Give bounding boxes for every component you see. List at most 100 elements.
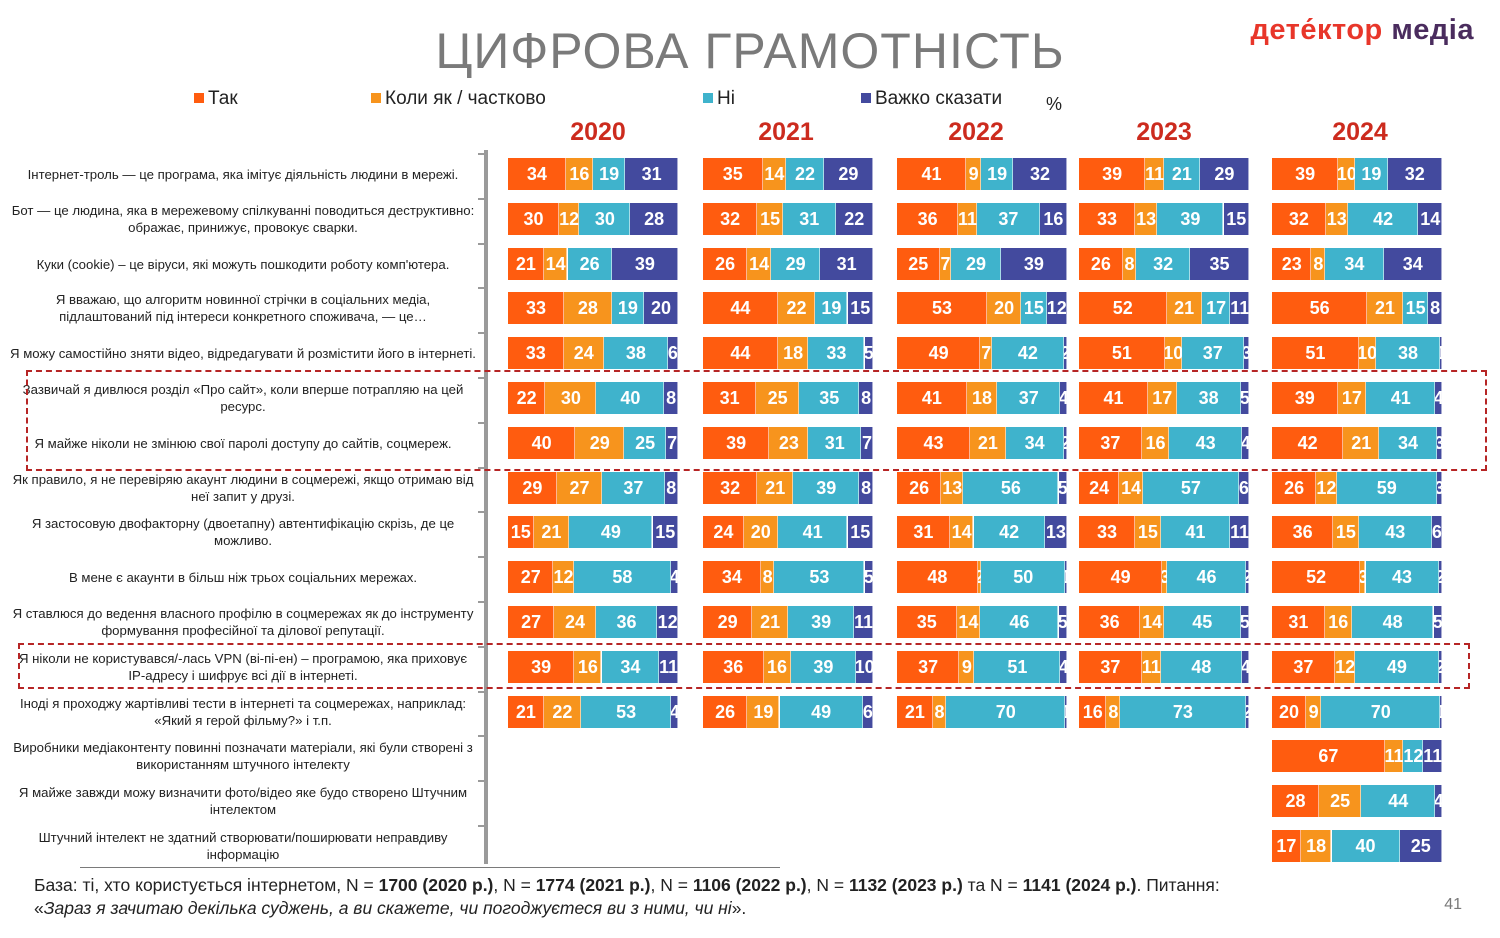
statement-label: Штучний інтелект не здатний створювати/п… xyxy=(38,830,448,862)
stacked-bar-2020: 34 16 19 31 xyxy=(508,158,678,190)
bar-segment-hard-to-say: 6 xyxy=(862,696,873,728)
bar-segment-yes: 41 xyxy=(1079,382,1148,414)
stacked-bar-2024: 3712492 xyxy=(1272,651,1442,683)
bar-segment-yes: 17 xyxy=(1272,830,1301,862)
bar-segment-hard-to-say: 8 xyxy=(664,382,678,414)
axis-tick xyxy=(478,825,486,827)
bar-segment-yes: 20 xyxy=(1272,696,1306,728)
bar-segment-no: 38 xyxy=(1176,382,1241,414)
bar-segment-no: 53 xyxy=(774,561,865,593)
bar-segment-partly: 10 xyxy=(1164,337,1182,369)
bar-segment-no: 57 xyxy=(1142,472,1239,504)
stacked-bar-2023: 37 11 48 4 xyxy=(1079,651,1249,683)
bar-segment-partly: 11 xyxy=(1384,740,1404,772)
bar-segment-yes: 30 xyxy=(508,203,559,235)
bar-segment-hard-to-say: 22 xyxy=(835,203,873,235)
stacked-bar-2020: 39 16 34 11 xyxy=(508,651,678,683)
footnote-text: База: ті, хто користується інтернетом, N… xyxy=(34,875,379,895)
bar-segment-hard-to-say: 13 xyxy=(1044,516,1067,548)
statement-label: Я ставлюся до ведення власного профілю в… xyxy=(12,606,474,638)
footnote-text: та N = xyxy=(962,875,1023,895)
stacked-bar-2020: 22 30 40 8 xyxy=(508,382,678,414)
bar-segment-no: 31 xyxy=(782,203,836,235)
stacked-bar-2023: 33 15 41 11 xyxy=(1079,516,1249,548)
stacked-bar-2022: 31 14 42 13 xyxy=(897,516,1067,548)
bar-segment-yes: 39 xyxy=(1272,158,1339,190)
bar-segment-no: 49 xyxy=(569,516,653,548)
bar-segment-partly: 27 xyxy=(556,472,603,504)
legend-label-partly: Коли як / частково xyxy=(385,88,546,109)
bar-segment-yes: 32 xyxy=(703,203,758,235)
bar-segment-no: 12 xyxy=(1403,740,1424,772)
stacked-bar-2022: 35 14 46 5 xyxy=(897,606,1067,638)
bar-segment-yes: 43 xyxy=(897,427,971,459)
statement-label: Я вважаю, що алгоритм новинної стрічки в… xyxy=(55,292,431,324)
bar-segment-no: 46 xyxy=(1167,561,1246,593)
bar-segment-partly: 20 xyxy=(743,516,778,548)
bar-segment-yes: 26 xyxy=(703,248,748,280)
bar-segment-partly: 15 xyxy=(757,203,783,235)
year-header-2023: 2023 xyxy=(1136,118,1192,146)
year-header-2020: 2020 xyxy=(570,118,626,146)
bar-segment-no: 43 xyxy=(1358,516,1432,548)
bar-segment-partly: 9 xyxy=(1306,696,1322,728)
footnote-text: . Питання: « xyxy=(34,875,1220,918)
bar-segment-partly: 2 xyxy=(977,561,982,593)
axis-tick xyxy=(478,780,486,782)
bar-segment-hard-to-say: 5 xyxy=(1433,606,1442,638)
bar-segment-no: 34 xyxy=(1325,248,1384,280)
brand-logo-part2: медіа xyxy=(1382,14,1474,46)
bar-segment-no: 70 xyxy=(946,696,1066,728)
bar-segment-yes: 26 xyxy=(1272,472,1317,504)
statement-label: Зазвичай я дивлюся розділ «Про сайт», ко… xyxy=(22,382,464,414)
bar-segment-partly: 14 xyxy=(762,158,787,190)
stacked-bar-2024: 39 10 19 32 xyxy=(1272,158,1442,190)
stacked-bar-2020: 15 21 49 15 xyxy=(508,516,678,548)
bar-segment-no: 33 xyxy=(808,337,865,369)
bar-segment-partly: 14 xyxy=(1119,472,1143,504)
bar-segment-hard-to-say: 4 xyxy=(1435,785,1442,817)
legend-item-partly: Коли як / частково xyxy=(371,88,546,110)
bar-segment-partly: 24 xyxy=(554,606,596,638)
bar-segment-no: 30 xyxy=(579,203,631,235)
stacked-bar-2020: 40 29 25 7 xyxy=(508,427,678,459)
bar-segment-partly: 12 xyxy=(1316,472,1337,504)
bar-segment-hard-to-say: 15 xyxy=(652,516,678,548)
bar-segment-partly: 16 xyxy=(1141,427,1170,459)
axis-tick xyxy=(478,422,486,424)
stacked-bar-2020: 29 27 37 8 xyxy=(508,472,678,504)
bar-segment-no: 39 xyxy=(788,606,855,638)
stacked-bar-2021: 44 22 19 15 xyxy=(703,292,873,324)
footnote-divider xyxy=(80,867,780,868)
bar-segment-partly: 11 xyxy=(958,203,977,235)
bar-segment-yes: 27 xyxy=(508,561,554,593)
bar-segment-no: 59 xyxy=(1336,472,1437,504)
bar-segment-hard-to-say: 2 xyxy=(1063,337,1067,369)
stacked-bar-2024: 56 21 15 8 xyxy=(1272,292,1442,324)
bar-segment-no: 19 xyxy=(593,158,626,190)
stacked-bar-2021: 35 14 22 29 xyxy=(703,158,873,190)
bar-segment-hard-to-say: 1 xyxy=(1440,696,1442,728)
bar-segment-partly: 3 xyxy=(1162,561,1168,593)
stacked-bar-2024: 23 8 34 34 xyxy=(1272,248,1442,280)
bar-segment-yes: 29 xyxy=(508,472,557,504)
axis-tick xyxy=(478,646,486,648)
bar-segment-no: 17 xyxy=(1201,292,1231,324)
axis-tick xyxy=(478,332,486,334)
footnote-n-2023: 1132 (2023 р.) xyxy=(848,875,963,895)
stacked-bar-2024: 523432 xyxy=(1272,561,1442,593)
bar-segment-partly: 9 xyxy=(966,158,982,190)
stacked-bar-2020: 33 24 38 6 xyxy=(508,337,678,369)
bar-segment-hard-to-say: 28 xyxy=(630,203,678,235)
stacked-bar-2024: 26 12 59 3 xyxy=(1272,472,1442,504)
axis-tick xyxy=(478,556,486,558)
stacked-bar-2022: 4321342 xyxy=(897,427,1067,459)
bar-segment-partly: 9 xyxy=(959,651,975,683)
legend-swatch-partly xyxy=(371,93,381,103)
stacked-bar-2021: 39 23 31 7 xyxy=(703,427,873,459)
bar-segment-hard-to-say: 5 xyxy=(864,561,873,593)
bar-segment-partly: 22 xyxy=(543,696,582,728)
bar-segment-partly: 14 xyxy=(956,606,981,638)
axis-tick xyxy=(478,377,486,379)
